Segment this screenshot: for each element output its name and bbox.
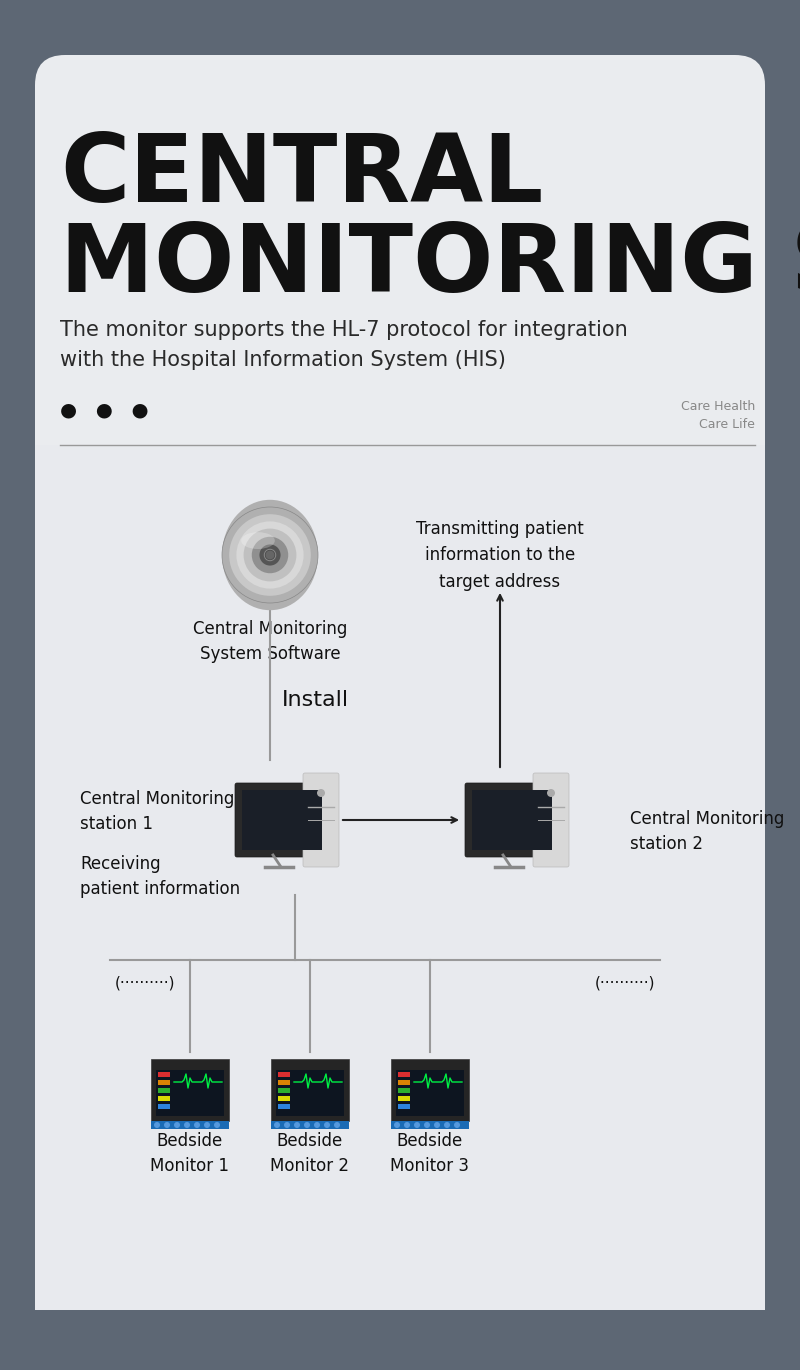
FancyBboxPatch shape [151, 1121, 229, 1129]
Circle shape [444, 1122, 450, 1128]
Text: Bedside
Monitor 3: Bedside Monitor 3 [390, 1132, 470, 1175]
Ellipse shape [242, 532, 275, 549]
FancyBboxPatch shape [533, 773, 569, 867]
Circle shape [334, 1122, 340, 1128]
Ellipse shape [237, 522, 304, 589]
FancyBboxPatch shape [303, 773, 339, 867]
Text: Central Monitoring
station 1: Central Monitoring station 1 [80, 790, 234, 833]
Circle shape [204, 1122, 210, 1128]
FancyBboxPatch shape [35, 55, 765, 1310]
Circle shape [317, 789, 325, 797]
Text: Receiving
patient information: Receiving patient information [80, 855, 240, 897]
Ellipse shape [222, 500, 318, 610]
FancyBboxPatch shape [158, 1104, 170, 1108]
Circle shape [454, 1122, 460, 1128]
FancyBboxPatch shape [465, 784, 559, 858]
FancyBboxPatch shape [391, 1059, 469, 1121]
FancyBboxPatch shape [235, 784, 329, 858]
Circle shape [547, 789, 555, 797]
Circle shape [284, 1122, 290, 1128]
FancyBboxPatch shape [398, 1088, 410, 1093]
Ellipse shape [229, 514, 310, 596]
FancyBboxPatch shape [278, 1071, 290, 1077]
Text: Central Monitoring
station 2: Central Monitoring station 2 [630, 810, 784, 854]
Ellipse shape [243, 529, 296, 581]
Text: (··········): (··········) [594, 975, 655, 991]
Circle shape [404, 1122, 410, 1128]
Ellipse shape [252, 537, 288, 573]
Circle shape [274, 1122, 280, 1128]
FancyBboxPatch shape [242, 790, 322, 849]
FancyBboxPatch shape [156, 1070, 224, 1117]
Ellipse shape [266, 552, 274, 559]
Circle shape [174, 1122, 180, 1128]
FancyBboxPatch shape [35, 1249, 765, 1310]
FancyBboxPatch shape [278, 1104, 290, 1108]
FancyBboxPatch shape [151, 1059, 229, 1121]
Text: Central Monitoring
System Software: Central Monitoring System Software [193, 621, 347, 663]
Text: CENTRAL: CENTRAL [60, 130, 543, 222]
Ellipse shape [264, 549, 276, 562]
Text: (··········): (··········) [115, 975, 175, 991]
Circle shape [194, 1122, 200, 1128]
Circle shape [434, 1122, 440, 1128]
FancyBboxPatch shape [398, 1104, 410, 1108]
Circle shape [424, 1122, 430, 1128]
Text: Care Health
Care Life: Care Health Care Life [681, 400, 755, 432]
Circle shape [154, 1122, 160, 1128]
Circle shape [394, 1122, 400, 1128]
Text: MONITORING SYSTEM: MONITORING SYSTEM [60, 221, 800, 312]
FancyBboxPatch shape [35, 445, 765, 1310]
Circle shape [214, 1122, 220, 1128]
Text: Bedside
Monitor 2: Bedside Monitor 2 [270, 1132, 350, 1175]
FancyBboxPatch shape [158, 1080, 170, 1085]
Circle shape [314, 1122, 320, 1128]
FancyBboxPatch shape [278, 1088, 290, 1093]
FancyBboxPatch shape [271, 1121, 349, 1129]
FancyBboxPatch shape [158, 1071, 170, 1077]
Circle shape [304, 1122, 310, 1128]
FancyBboxPatch shape [472, 790, 552, 849]
FancyBboxPatch shape [398, 1071, 410, 1077]
FancyBboxPatch shape [158, 1088, 170, 1093]
Circle shape [414, 1122, 420, 1128]
FancyBboxPatch shape [158, 1096, 170, 1101]
FancyBboxPatch shape [276, 1070, 344, 1117]
FancyBboxPatch shape [278, 1080, 290, 1085]
Text: Transmitting patient
information to the
target address: Transmitting patient information to the … [416, 521, 584, 590]
Text: Bedside
Monitor 1: Bedside Monitor 1 [150, 1132, 230, 1175]
Text: The monitor supports the HL-7 protocol for integration
with the Hospital Informa: The monitor supports the HL-7 protocol f… [60, 321, 628, 370]
Circle shape [324, 1122, 330, 1128]
FancyBboxPatch shape [396, 1070, 464, 1117]
FancyBboxPatch shape [391, 1121, 469, 1129]
Circle shape [294, 1122, 300, 1128]
Circle shape [164, 1122, 170, 1128]
Text: Install: Install [282, 690, 349, 710]
FancyBboxPatch shape [271, 1059, 349, 1121]
FancyBboxPatch shape [278, 1096, 290, 1101]
FancyBboxPatch shape [398, 1080, 410, 1085]
Ellipse shape [259, 544, 281, 566]
Circle shape [184, 1122, 190, 1128]
Text: ●   ●   ●: ● ● ● [60, 400, 149, 419]
FancyBboxPatch shape [398, 1096, 410, 1101]
Circle shape [266, 551, 275, 560]
